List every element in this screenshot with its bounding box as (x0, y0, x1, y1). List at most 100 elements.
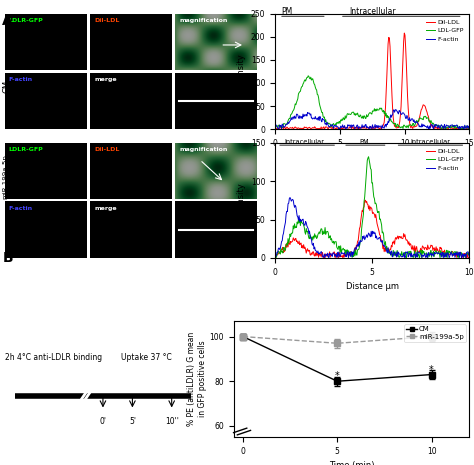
Dil-LDL (466, 126, 472, 132)
Dil-LDL (449, 249, 455, 254)
F-actin (393, 106, 399, 112)
Dil-LDL (388, 59, 393, 65)
LDL-GFP (389, 250, 394, 256)
F-actin (272, 253, 278, 259)
LDL-GFP (392, 121, 397, 127)
Text: PM: PM (282, 7, 293, 16)
X-axis label: Distance μm: Distance μm (346, 282, 399, 291)
Dil-LDL (273, 126, 279, 131)
Text: magnification: magnification (179, 19, 228, 23)
Text: LDLR-GFP: LDLR-GFP (9, 147, 44, 153)
Text: 10'': 10'' (165, 418, 179, 426)
Text: *: * (335, 371, 340, 381)
Text: Intracellular: Intracellular (284, 139, 324, 145)
Text: F-actin: F-actin (9, 206, 33, 211)
Text: LDLR-GFP: LDLR-GFP (9, 19, 44, 23)
LDL-GFP (273, 124, 279, 130)
LDL-GFP (466, 126, 472, 132)
Dil-LDL (273, 252, 279, 257)
LDL-GFP (389, 119, 394, 124)
LDL-GFP (449, 252, 455, 258)
LDL-GFP (466, 248, 472, 254)
F-actin (273, 254, 279, 259)
Dil-LDL (437, 124, 442, 130)
Text: Uptake 37 °C: Uptake 37 °C (121, 352, 172, 362)
F-actin (449, 122, 455, 127)
LDL-GFP (392, 250, 397, 256)
F-actin (437, 251, 442, 257)
LDL-GFP (449, 124, 455, 130)
Text: magnification: magnification (179, 147, 228, 153)
Dil-LDL (401, 30, 407, 36)
Dil-LDL (466, 126, 472, 132)
Dil-LDL (272, 252, 278, 257)
LDL-GFP (273, 255, 279, 260)
F-actin (392, 109, 397, 115)
Line: Dil-LDL: Dil-LDL (275, 200, 469, 258)
Line: F-actin: F-actin (275, 109, 469, 129)
Text: B: B (2, 251, 13, 265)
Line: LDL-GFP: LDL-GFP (275, 157, 469, 258)
F-actin (388, 252, 393, 258)
LDL-GFP (388, 116, 393, 122)
Dil-LDL (272, 126, 278, 132)
F-actin (356, 126, 361, 132)
LDL-GFP (305, 73, 311, 79)
Line: LDL-GFP: LDL-GFP (275, 76, 469, 129)
F-actin (273, 122, 279, 127)
F-actin (272, 125, 278, 130)
Dil-LDL (466, 255, 472, 260)
Text: Dil-LDL: Dil-LDL (94, 19, 119, 23)
Text: Intracellular: Intracellular (410, 139, 450, 145)
Text: Intracellular: Intracellular (349, 7, 395, 16)
Y-axis label: Intensity: Intensity (236, 182, 245, 219)
Text: A: A (2, 14, 13, 28)
F-actin (466, 126, 472, 132)
Dil-LDL (391, 120, 397, 126)
Dil-LDL (363, 198, 368, 203)
Legend: CM, miR-199a-5p: CM, miR-199a-5p (404, 325, 466, 342)
Dil-LDL (437, 249, 442, 254)
Y-axis label: Intensity: Intensity (236, 53, 245, 90)
Dil-LDL (387, 43, 393, 49)
LDL-GFP (419, 255, 425, 261)
Dil-LDL (449, 125, 455, 130)
F-actin (437, 126, 443, 131)
Text: *: * (429, 365, 434, 374)
Line: F-actin: F-actin (275, 198, 469, 258)
LDL-GFP (272, 249, 278, 255)
Legend: Dil-LDL, LDL-GFP, F-actin: Dil-LDL, LDL-GFP, F-actin (423, 17, 466, 45)
LDL-GFP (437, 255, 443, 260)
Text: 0': 0' (100, 418, 107, 426)
Text: 2h 4°C anti-LDLR binding: 2h 4°C anti-LDLR binding (5, 352, 102, 362)
Text: CM: CM (2, 80, 11, 93)
F-actin (392, 249, 397, 255)
Text: Dil-LDL: Dil-LDL (94, 147, 119, 153)
LDL-GFP (443, 126, 449, 132)
Line: Dil-LDL: Dil-LDL (275, 33, 469, 129)
Text: merge: merge (94, 77, 117, 82)
F-actin (389, 248, 394, 254)
Text: 5': 5' (129, 418, 136, 426)
Dil-LDL (388, 247, 393, 252)
LDL-GFP (437, 124, 442, 129)
Y-axis label: % PE (antiLDLR) G mean
in GFP positive cells: % PE (antiLDLR) G mean in GFP positive c… (187, 332, 207, 426)
F-actin (287, 195, 293, 200)
F-actin (449, 253, 455, 259)
X-axis label: Time (min): Time (min) (328, 461, 374, 465)
Text: F-actin: F-actin (9, 77, 33, 82)
LDL-GFP (388, 252, 393, 258)
Text: PM: PM (360, 139, 369, 145)
LDL-GFP (272, 126, 278, 132)
F-actin (466, 254, 472, 260)
Text: miR-199a-5p: miR-199a-5p (2, 154, 9, 199)
Dil-LDL (389, 243, 394, 248)
Legend: Dil-LDL, LDL-GFP, F-actin: Dil-LDL, LDL-GFP, F-actin (423, 146, 466, 173)
F-actin (389, 114, 394, 120)
Dil-LDL (392, 241, 397, 247)
LDL-GFP (366, 154, 372, 159)
Text: merge: merge (94, 206, 117, 211)
F-actin (388, 112, 393, 118)
X-axis label: Distance μm: Distance μm (346, 153, 399, 162)
F-actin (447, 255, 452, 261)
